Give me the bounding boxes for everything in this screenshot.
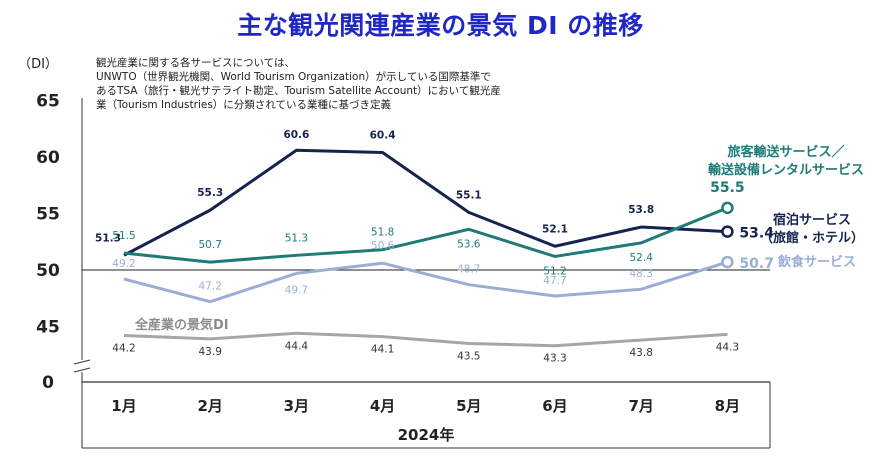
y-tick-label: 45 bbox=[36, 318, 60, 338]
legend-label-series-2: 輸送設備レンタルサービス bbox=[708, 162, 864, 178]
axis-break-mark bbox=[73, 367, 91, 373]
data-label: 44.4 bbox=[285, 340, 309, 352]
data-label: 51.2 bbox=[543, 265, 566, 277]
data-label: 48.7 bbox=[457, 264, 480, 276]
data-label: 48.3 bbox=[630, 268, 653, 280]
x-tick-label: 7月 bbox=[628, 397, 653, 415]
data-label: 55.3 bbox=[197, 187, 223, 199]
x-tick-label: 4月 bbox=[370, 397, 395, 415]
note-line: 業（Tourism Industries）に分類されている業種に基づき定義 bbox=[96, 99, 391, 111]
x-axis-label: 2024年 bbox=[398, 426, 455, 444]
legend-label-series-1: 宿泊サービス bbox=[773, 212, 851, 228]
data-label: 49.2 bbox=[112, 258, 135, 270]
series-line-4 bbox=[123, 331, 728, 348]
legend-label-series-3: 飲食サービス bbox=[777, 254, 856, 270]
data-label: 50.7 bbox=[739, 256, 774, 272]
data-label: 49.7 bbox=[285, 284, 308, 296]
y-tick-label: 60 bbox=[36, 148, 60, 168]
data-label: 55.5 bbox=[710, 180, 745, 196]
data-label: 60.6 bbox=[283, 129, 309, 141]
y-tick-label: 0 bbox=[42, 373, 54, 393]
data-label: 51.8 bbox=[371, 227, 394, 239]
data-label: 51.3 bbox=[285, 232, 308, 244]
data-point-marker bbox=[721, 255, 734, 269]
note-line: あるTSA（旅行・観光サテライト勘定、Tourism Satellite Acc… bbox=[96, 85, 501, 97]
y-tick-label: 65 bbox=[36, 92, 60, 112]
data-point-marker bbox=[721, 225, 734, 238]
x-tick-label: 6月 bbox=[542, 397, 567, 415]
data-label: 43.9 bbox=[199, 346, 222, 358]
data-point-marker bbox=[721, 201, 734, 215]
legend-label-series-4: 全産業の景気DI bbox=[134, 317, 229, 333]
y-axis-label: （DI） bbox=[18, 57, 58, 72]
series-line-3 bbox=[123, 260, 728, 304]
x-tick-label: 1月 bbox=[111, 397, 136, 415]
y-tick-label: 55 bbox=[36, 205, 60, 225]
note-line: 観光産業に関する各サービスについては、 bbox=[96, 57, 295, 69]
data-label: 53.4 bbox=[739, 226, 774, 242]
axis-break-mark bbox=[73, 359, 91, 365]
data-label: 43.8 bbox=[630, 347, 653, 359]
data-label: 53.8 bbox=[628, 204, 654, 216]
data-label: 50.6 bbox=[371, 240, 395, 252]
data-label: 44.3 bbox=[716, 341, 739, 353]
x-tick-label: 8月 bbox=[715, 397, 740, 415]
data-label: 52.4 bbox=[630, 252, 654, 264]
x-tick-label: 5月 bbox=[456, 397, 481, 415]
data-label: 60.4 bbox=[370, 129, 396, 141]
data-label: 51.3 bbox=[95, 232, 121, 244]
data-label: 51.5 bbox=[112, 230, 135, 242]
data-label: 55.1 bbox=[456, 189, 482, 201]
data-label: 47.2 bbox=[199, 281, 222, 293]
data-label: 50.7 bbox=[199, 239, 222, 251]
series-line-1 bbox=[123, 148, 728, 257]
y-tick-label: 50 bbox=[36, 261, 60, 281]
data-label: 53.6 bbox=[457, 238, 481, 250]
x-tick-label: 2月 bbox=[197, 397, 222, 415]
note-line: UNWTO（世界観光機関、World Tourism Organization）… bbox=[96, 71, 491, 83]
legend-label-series-1: （旅館・ホテル） bbox=[760, 230, 864, 246]
data-label: 52.1 bbox=[542, 223, 568, 235]
data-label: 44.1 bbox=[371, 344, 394, 356]
legend-label-series-2: 旅客輸送サービス／ bbox=[727, 144, 844, 160]
data-label: 43.3 bbox=[543, 353, 566, 365]
data-label: 43.5 bbox=[457, 350, 480, 362]
chart-title: 主な観光関連産業の景気 DI の推移 bbox=[237, 11, 644, 40]
data-label: 44.2 bbox=[112, 343, 135, 355]
series-line-2 bbox=[123, 206, 728, 264]
x-tick-label: 3月 bbox=[284, 397, 309, 415]
data-label: 47.7 bbox=[543, 275, 566, 287]
definition-note: 観光産業に関する各サービスについては、 UNWTO（世界観光機関、World T… bbox=[96, 56, 516, 112]
